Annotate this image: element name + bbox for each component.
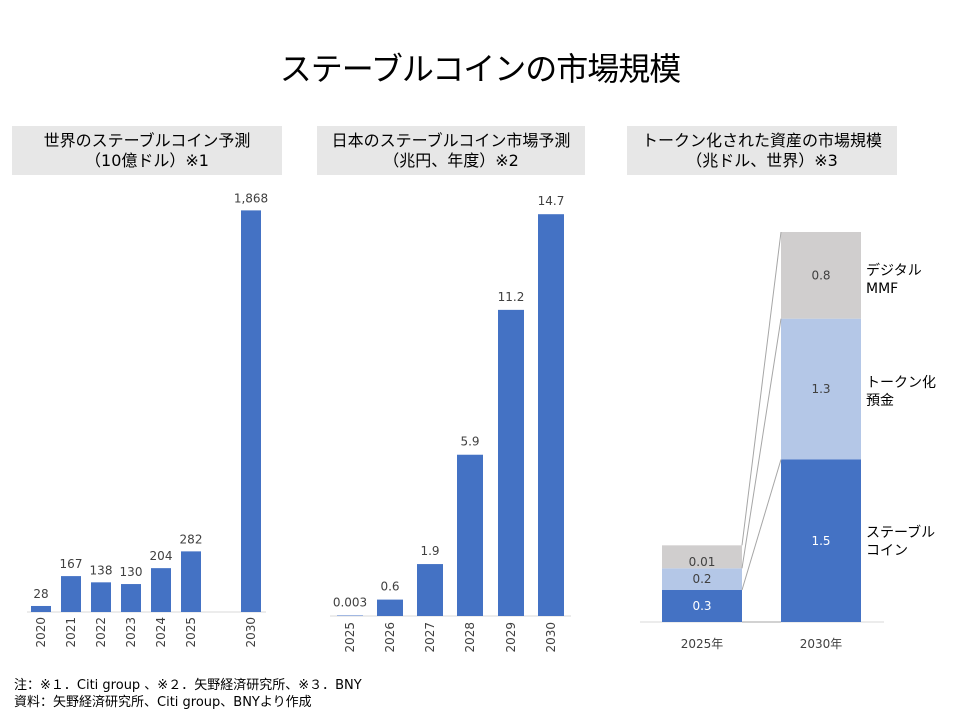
legend-label-1-0: トークン化 [866, 375, 936, 391]
segment-2025年-2 [662, 545, 742, 569]
value-label-2025年-2: 0.01 [689, 555, 716, 569]
legend-label-2-1: コイン [866, 543, 908, 559]
bar-world-2024 [151, 568, 171, 612]
value-label-world-2022: 138 [90, 563, 113, 577]
value-label-world-2030: 1,868 [234, 191, 268, 205]
value-label-2030年-1: 1.3 [811, 382, 830, 396]
source-line: 資料：矢野経済研究所、Citi group、BNYより作成 [14, 695, 312, 710]
connector-line-2 [741, 231, 782, 546]
segment-2030年-0 [781, 459, 861, 622]
bar-world-2023 [121, 584, 141, 612]
value-label-japan-2030: 14.7 [538, 194, 565, 208]
tick-label-world-2022: 2022 [94, 617, 108, 648]
segment-2025年-1 [662, 568, 742, 590]
bar-world-2022 [91, 582, 111, 612]
panel-header-tokenized-line2: （兆ドル、世界）※3 [686, 150, 838, 170]
tick-label-world-2024: 2024 [154, 617, 168, 648]
bar-japan-2026 [377, 599, 403, 616]
value-label-2025年-0: 0.3 [692, 599, 711, 613]
tick-label-world-2021: 2021 [64, 617, 78, 648]
panel-header-tokenized-line1: トークン化された資産の市場規模 [641, 130, 882, 150]
panel-header-japan-line1: 日本のステーブルコイン市場予測 [331, 130, 571, 150]
legend-label-0-0: デジタル [866, 262, 922, 279]
panel-header-tokenized: トークン化された資産の市場規模 （兆ドル、世界）※3 [627, 126, 897, 175]
bar-japan-2027 [417, 564, 443, 616]
bar-japan-2028 [457, 454, 483, 616]
tick-label-japan-2027: 2027 [423, 622, 437, 653]
note-line: 注：※１．Citi group 、※２．矢野経済研究所、※３．BNY [14, 678, 362, 693]
value-label-japan-2029: 11.2 [498, 290, 525, 304]
segment-2025年-0 [662, 590, 742, 622]
tick-label-japan-2030: 2030 [544, 622, 558, 653]
value-label-japan-2027: 1.9 [420, 544, 439, 558]
bar-japan-2025 [337, 615, 363, 616]
panel-header-world-line2: （10億ドル）※1 [85, 150, 209, 170]
value-label-world-2020: 28 [33, 587, 48, 601]
tick-label-japan-2026: 2026 [383, 622, 397, 653]
value-label-world-2025: 282 [180, 532, 203, 546]
panel-header-world-line1: 世界のステーブルコイン予測 [43, 130, 251, 150]
legend-label-2-0: ステーブル [866, 524, 935, 541]
legend-label-1-1: 預金 [866, 393, 894, 409]
value-label-world-2021: 167 [60, 557, 83, 571]
bar-world-2030 [241, 210, 261, 612]
bar-world-2025 [181, 551, 201, 612]
panel-header-japan: 日本のステーブルコイン市場予測 （兆円、年度）※2 [317, 126, 585, 175]
tick-label-world-2023: 2023 [124, 617, 138, 648]
tick-label-world-2030: 2030 [244, 617, 258, 648]
value-label-2030年-0: 1.5 [811, 534, 830, 548]
bar-japan-2030 [538, 214, 564, 616]
bar-japan-2029 [498, 309, 524, 616]
tick-label-tokenized-1: 2030年 [800, 637, 843, 651]
value-label-japan-2028: 5.9 [460, 435, 479, 449]
connector-line-1 [741, 318, 782, 569]
value-label-japan-2025: 0.003 [333, 596, 367, 610]
panel-header-world: 世界のステーブルコイン予測 （10億ドル）※1 [12, 126, 282, 175]
value-label-japan-2026: 0.6 [380, 580, 399, 594]
tick-label-japan-2028: 2028 [463, 622, 477, 653]
page-title: ステーブルコインの市場規模 [279, 50, 681, 88]
bar-world-2020 [31, 605, 51, 612]
bar-world-2021 [61, 576, 81, 612]
panel-header-japan-line2: （兆円、年度）※2 [383, 150, 519, 170]
segment-2030年-1 [781, 318, 861, 460]
legend-label-0-1: MMF [866, 281, 898, 297]
segment-2030年-2 [781, 232, 861, 319]
value-label-2025年-1: 0.2 [692, 572, 711, 586]
value-label-world-2023: 130 [120, 565, 143, 579]
value-label-world-2024: 204 [150, 549, 173, 563]
value-label-2030年-2: 0.8 [811, 268, 830, 282]
tick-label-japan-2029: 2029 [504, 622, 518, 653]
tick-label-world-2020: 2020 [34, 617, 48, 648]
tick-label-japan-2025: 2025 [343, 622, 357, 653]
tick-label-world-2025: 2025 [184, 617, 198, 648]
connector-line-0 [741, 459, 782, 591]
tick-label-tokenized-0: 2025年 [681, 637, 724, 651]
